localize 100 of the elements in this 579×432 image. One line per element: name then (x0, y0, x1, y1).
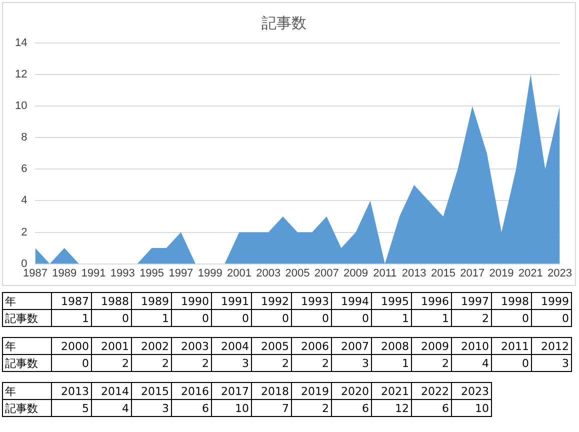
x-tick-label: 2021 (372, 382, 412, 400)
data-label: 5 (52, 400, 92, 416)
data-label: 6 (412, 400, 452, 416)
data-label: 3 (332, 354, 372, 372)
x-axis-title: 年 (2, 292, 52, 310)
x-tick-label: 2007 (314, 267, 339, 280)
x-tick-label: 1996 (412, 292, 452, 310)
data-label: 2 (92, 354, 132, 372)
data-label: 0 (212, 310, 252, 326)
data-label: 1 (372, 310, 412, 326)
x-tick-label: 2004 (212, 338, 252, 354)
x-tick-label: 1990 (172, 292, 212, 310)
x-tick-label: 2018 (252, 382, 292, 400)
x-tick-label: 2005 (285, 267, 310, 280)
x-tick-label: 2016 (172, 382, 212, 400)
x-tick-label: 2017 (460, 267, 485, 280)
x-tick-label: 2015 (132, 382, 172, 400)
x-tick-label: 2009 (344, 267, 368, 280)
x-tick-label: 2009 (412, 338, 452, 354)
y-tick-label: 12 (14, 68, 28, 81)
chart-title: 記事数 (262, 14, 306, 32)
x-tick-label: 1995 (372, 292, 412, 310)
x-tick-label: 1991 (212, 292, 252, 310)
data-label: 1 (372, 354, 412, 372)
data-label: 1 (132, 310, 172, 326)
x-tick-label: 1995 (140, 267, 164, 280)
data-label: 0 (52, 354, 92, 372)
x-tick-label: 2023 (452, 382, 492, 400)
x-tick-label: 2023 (548, 267, 572, 280)
data-label: 2 (452, 310, 492, 326)
x-tick-label: 2006 (292, 338, 332, 354)
x-tick-label: 1991 (81, 267, 106, 280)
data-label: 0 (532, 310, 572, 326)
data-label: 0 (252, 310, 292, 326)
x-tick-label: 2021 (518, 267, 543, 280)
x-tick-label: 2003 (172, 338, 212, 354)
x-tick-label: 2003 (256, 267, 281, 280)
x-tick-label: 1989 (52, 267, 77, 280)
x-tick-label: 2015 (430, 267, 456, 280)
x-tick-label: 2020 (332, 382, 372, 400)
data-label: 3 (532, 354, 572, 372)
data-label: 2 (292, 400, 332, 416)
x-tick-label: 1989 (132, 292, 172, 310)
x-tick-label: 1993 (110, 267, 135, 280)
data-label: 0 (172, 310, 212, 326)
y-tick-label: 8 (21, 132, 28, 144)
data-label: 6 (172, 400, 212, 416)
data-label: 7 (252, 400, 292, 416)
x-tick-label: 1988 (92, 292, 132, 310)
x-tick-label: 2001 (226, 267, 252, 280)
data-label: 2 (292, 354, 332, 372)
x-tick-label: 2013 (402, 267, 426, 280)
data-label: 1 (412, 310, 452, 326)
x-tick-label: 2012 (532, 338, 572, 354)
data-label: 2 (412, 354, 452, 372)
x-tick-label: 2022 (412, 382, 452, 400)
x-tick-label: 2010 (452, 338, 492, 354)
x-tick-label: 2013 (52, 382, 92, 400)
y-tick-label: 0 (21, 258, 28, 270)
x-tick-label: 1998 (492, 292, 532, 310)
x-tick-label: 1999 (198, 267, 222, 280)
x-axis-title: 年 (2, 338, 52, 354)
x-tick-label: 2001 (92, 338, 132, 354)
x-axis-title: 年 (2, 382, 52, 400)
data-label: 2 (132, 354, 172, 372)
data-label: 10 (452, 400, 492, 416)
data-label: 0 (492, 354, 532, 372)
y-tick-label: 6 (21, 163, 28, 176)
x-tick-label: 1992 (252, 292, 292, 310)
x-tick-label: 2008 (372, 338, 412, 354)
y-tick-label: 記事数 (2, 354, 52, 372)
x-tick-label: 2017 (212, 382, 252, 400)
x-tick-label: 2019 (489, 267, 514, 280)
data-label: 4 (452, 354, 492, 372)
x-tick-label: 2005 (252, 338, 292, 354)
x-tick-label: 1993 (292, 292, 332, 310)
x-tick-label: 2002 (132, 338, 172, 354)
y-tick-label: 4 (21, 194, 28, 207)
data-label: 1 (52, 310, 92, 326)
x-tick-label: 2011 (492, 338, 532, 354)
x-tick-label: 2019 (292, 382, 332, 400)
data-label: 0 (92, 310, 132, 326)
x-tick-label: 1987 (22, 267, 48, 280)
data-label: 2 (252, 354, 292, 372)
data-label: 6 (332, 400, 372, 416)
data-label: 4 (92, 400, 132, 416)
data-label: 0 (332, 310, 372, 326)
y-tick-label: 10 (14, 100, 28, 112)
x-tick-label: 1999 (532, 292, 572, 310)
data-label: 0 (492, 310, 532, 326)
data-label: 3 (132, 400, 172, 416)
data-label: 2 (172, 354, 212, 372)
y-tick-label: 2 (21, 226, 28, 238)
x-tick-label: 1987 (52, 292, 92, 310)
x-tick-label: 1994 (332, 292, 372, 310)
x-tick-label: 1997 (168, 267, 194, 280)
y-tick-label: 記事数 (2, 400, 52, 416)
x-tick-label: 2000 (52, 338, 92, 354)
x-tick-label: 2011 (373, 267, 397, 280)
y-tick-label: 記事数 (2, 310, 52, 326)
